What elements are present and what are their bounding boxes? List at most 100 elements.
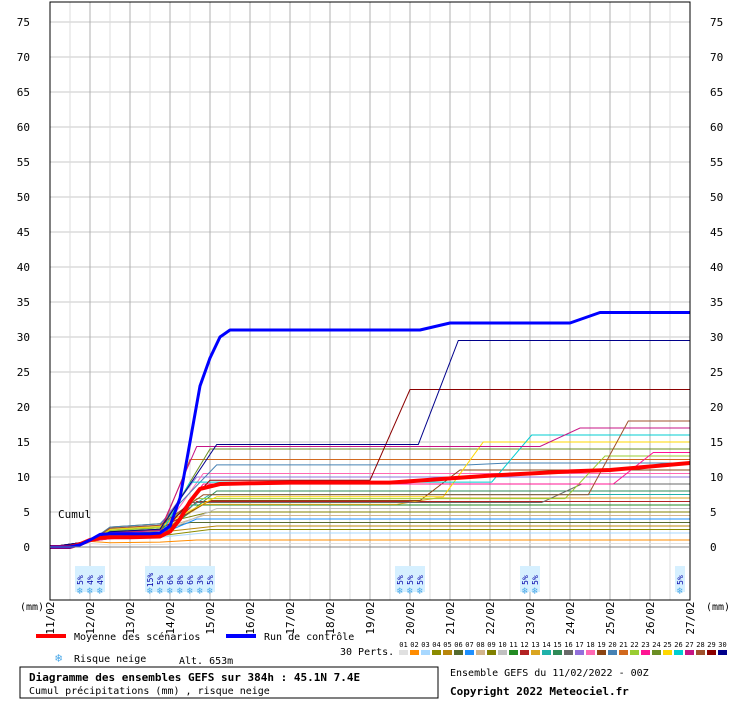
chart-title: Diagramme des ensembles GEFS sur 384h : … <box>29 671 360 684</box>
snow-percent-label: 3% <box>196 575 205 585</box>
x-tick-label: 23/02 <box>524 601 537 634</box>
pert-swatch <box>465 650 474 655</box>
snow-cell <box>415 566 425 592</box>
pert-number: 22 <box>630 641 638 649</box>
y-tick-label-right: 55 <box>710 156 723 169</box>
y-tick-label-left: 30 <box>17 331 30 344</box>
y-tick-label-left: 50 <box>17 191 30 204</box>
snow-cell <box>530 566 540 592</box>
y-tick-label-left: 55 <box>17 156 30 169</box>
pert-swatch <box>509 650 518 655</box>
snow-risk-row: 5%❄4%❄4%❄15%❄5%❄6%❄8%❄6%❄3%❄5%❄5%❄5%❄5%❄… <box>75 566 685 597</box>
main-series <box>50 311 691 549</box>
snow-label: Risque neige <box>74 654 146 665</box>
snow-cell <box>75 566 85 592</box>
snow-percent-label: 5% <box>156 575 165 585</box>
pert-swatch <box>399 650 408 655</box>
pert-number: 30 <box>718 641 726 649</box>
chart-subtitle: Cumul précipitations (mm) , risque neige <box>29 685 270 697</box>
pert-swatch <box>597 650 606 655</box>
snow-cell <box>155 566 165 592</box>
snowflake-icon: ❄ <box>187 586 194 597</box>
pert-swatch <box>586 650 595 655</box>
pert-swatch <box>696 650 705 655</box>
y-tick-label-left: 20 <box>17 401 30 414</box>
pert-swatch <box>421 650 430 655</box>
y-tick-label-left: 25 <box>17 366 30 379</box>
x-tick-label: 20/02 <box>404 601 417 634</box>
y-tick-label-left: 40 <box>17 261 30 274</box>
pert-swatch <box>476 650 485 655</box>
y-tick-label-right: 75 <box>710 16 723 29</box>
snow-percent-label: 5% <box>521 575 530 585</box>
x-tick-label: 22/02 <box>484 601 497 634</box>
x-tick-label: 12/02 <box>84 601 97 634</box>
pert-swatch <box>707 650 716 655</box>
snowflake-icon: ❄ <box>177 586 184 597</box>
x-tick-label: 15/02 <box>204 601 217 634</box>
y-tick-label-left: 65 <box>17 86 30 99</box>
y-tick-label-right: 0 <box>710 541 717 554</box>
x-tick-label: 13/02 <box>124 601 137 634</box>
snow-cell <box>675 566 685 592</box>
cumul-label: Cumul <box>58 508 91 521</box>
copyright: Copyright 2022 Meteociel.fr <box>450 685 629 698</box>
pert-swatch <box>542 650 551 655</box>
pert-swatch <box>443 650 452 655</box>
pert-number: 16 <box>564 641 572 649</box>
snow-cell <box>185 566 195 592</box>
pert-number: 02 <box>410 641 418 649</box>
x-tick-label: 19/02 <box>364 601 377 634</box>
snowflake-icon: ❄ <box>87 586 94 597</box>
snowflake-icon: ❄ <box>167 586 174 597</box>
pert-swatch <box>608 650 617 655</box>
ensemble-info: Ensemble GEFS du 11/02/2022 - 00Z <box>450 668 649 679</box>
pert-number: 23 <box>641 641 649 649</box>
y-tick-label-left: 5 <box>23 506 30 519</box>
snowflake-icon: ❄ <box>97 586 104 597</box>
pert-number: 25 <box>663 641 671 649</box>
snow-percent-label: 5% <box>396 575 405 585</box>
y-tick-label-left: 45 <box>17 226 30 239</box>
pert-swatch <box>487 650 496 655</box>
snowflake-icon: ❄ <box>417 586 424 597</box>
snowflake-icon: ❄ <box>677 586 684 597</box>
snow-cell <box>165 566 175 592</box>
legend-label-control: Run de contrôle <box>264 631 354 643</box>
pert-number: 29 <box>707 641 715 649</box>
snow-percent-label: 6% <box>186 575 195 585</box>
x-tick-label: 18/02 <box>324 601 337 634</box>
y-tick-label-right: 20 <box>710 401 723 414</box>
y-tick-label-left: 60 <box>17 121 30 134</box>
pert-swatch <box>718 650 727 655</box>
snow-cell <box>205 566 215 592</box>
ensemble-member-01 <box>49 542 690 548</box>
snow-percent-label: 5% <box>406 575 415 585</box>
legend: Moyenne des scénarios Run de contrôle ❄ … <box>36 631 727 667</box>
snowflake-icon: ❄ <box>207 586 214 597</box>
snowflake-icon: ❄ <box>532 586 539 597</box>
snow-cell <box>395 566 405 592</box>
y-tick-label-right: 10 <box>710 471 723 484</box>
snow-cell <box>85 566 95 592</box>
y-tick-label-right: 25 <box>710 366 723 379</box>
snow-percent-label: 5% <box>676 575 685 585</box>
pert-swatch <box>498 650 507 655</box>
pert-number: 05 <box>443 641 451 649</box>
snow-percent-label: 4% <box>96 575 105 585</box>
pert-number: 24 <box>652 641 660 649</box>
pert-number: 09 <box>487 641 495 649</box>
pert-number: 10 <box>498 641 506 649</box>
pert-number: 12 <box>520 641 528 649</box>
snow-percent-label: 15% <box>146 573 155 588</box>
snow-percent-label: 4% <box>86 575 95 585</box>
perts-legend: 01 02 03 04 05 06 07 08 09 10 11 12 13 14 15 16 17 18 19 20… <box>399 641 727 655</box>
pert-number: 18 <box>586 641 594 649</box>
pert-swatch <box>619 650 628 655</box>
pert-swatch <box>641 650 650 655</box>
pert-number: 27 <box>685 641 693 649</box>
legend-label-mean: Moyenne des scénarios <box>74 631 200 643</box>
pert-swatch <box>685 650 694 655</box>
